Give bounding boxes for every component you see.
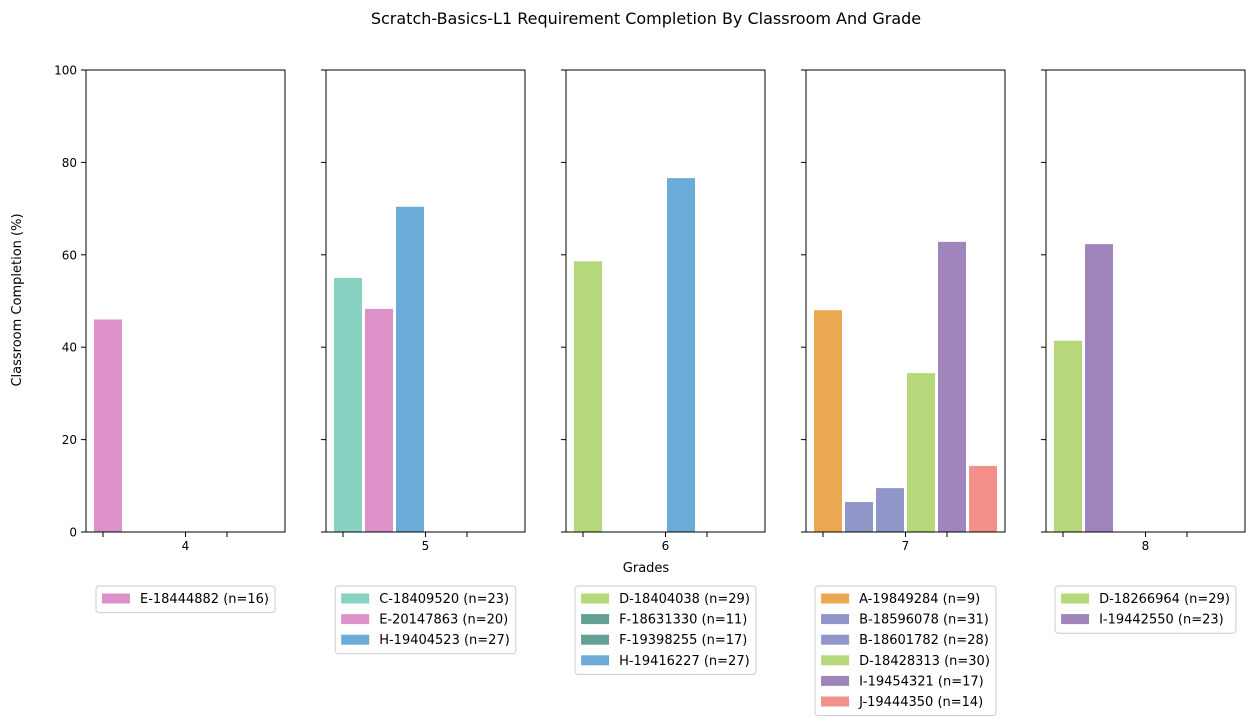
chart-title: Scratch-Basics-L1 Requirement Completion… xyxy=(371,9,921,28)
panel-grade-8: 8 D-18266964 (n=29) I-19442550 (n=23) xyxy=(1041,69,1246,634)
bar xyxy=(876,488,904,532)
legend-swatch xyxy=(581,655,610,666)
legend-swatch xyxy=(101,593,130,604)
legend-swatch xyxy=(581,593,610,604)
legend-swatch xyxy=(821,655,850,666)
bar xyxy=(365,308,393,532)
legend: A-19849284 (n=9) B-18596078 (n=31) B-18601… xyxy=(814,585,997,717)
y-tick-label: 60 xyxy=(62,248,77,262)
panels: 0 20 40 60 80 100 4 E-18444882 (n=16) 5 C-1840952… xyxy=(54,64,1246,717)
legend-frame xyxy=(95,585,276,614)
legend-swatch xyxy=(341,634,370,645)
legend-swatch xyxy=(821,696,850,707)
legend-swatch xyxy=(821,634,850,645)
bar xyxy=(969,465,997,532)
legend-swatch xyxy=(581,634,610,645)
x-tick-label: 7 xyxy=(902,539,910,553)
bar xyxy=(396,206,424,532)
legend-frame xyxy=(814,585,997,717)
legend-entry: I-19454321 (n=17) xyxy=(859,674,984,689)
bar xyxy=(574,261,602,532)
legend-entry: I-19442550 (n=23) xyxy=(1099,613,1224,628)
legend: C-18409520 (n=23) E-20147863 (n=20) H-1940… xyxy=(334,585,517,655)
legend-entry: F-19398255 (n=17) xyxy=(619,633,747,648)
x-tick-label: 4 xyxy=(182,539,190,553)
bar xyxy=(1085,244,1113,532)
legend-entry: F-18631330 (n=11) xyxy=(619,613,747,628)
y-tick-label: 40 xyxy=(62,341,77,355)
legend-frame xyxy=(1054,585,1237,634)
legend-swatch xyxy=(1061,614,1090,625)
legend-entry: E-20147863 (n=20) xyxy=(379,613,508,628)
legend-entry: D-18266964 (n=29) xyxy=(1099,592,1230,607)
y-axis-label: Classroom Completion (%) xyxy=(10,213,25,386)
legend-entry: E-18444882 (n=16) xyxy=(140,592,269,607)
panel-grade-6: 6 D-18404038 (n=29) F-18631330 (n=11) F-193… xyxy=(561,69,766,675)
y-tick-label: 20 xyxy=(62,433,77,447)
legend: D-18404038 (n=29) F-18631330 (n=11) F-1939… xyxy=(574,585,757,675)
bar xyxy=(1054,340,1082,532)
legend-entry: C-18409520 (n=23) xyxy=(379,592,509,607)
legend-swatch xyxy=(821,614,850,625)
legend-swatch xyxy=(821,593,850,604)
x-tick-label: 6 xyxy=(662,539,670,553)
legend-entry: D-18404038 (n=29) xyxy=(619,592,750,607)
legend-entry: H-19416227 (n=27) xyxy=(619,654,750,669)
legend-swatch xyxy=(341,614,370,625)
bar xyxy=(845,501,873,532)
legend-swatch xyxy=(1061,593,1090,604)
legend-frame xyxy=(334,585,517,655)
legend-frame xyxy=(574,585,757,675)
bar xyxy=(667,178,695,532)
bar xyxy=(907,373,935,532)
legend-swatch xyxy=(341,593,370,604)
legend-entry: B-18601782 (n=28) xyxy=(859,633,989,648)
y-tick-label: 100 xyxy=(54,64,77,78)
x-tick-label: 8 xyxy=(1142,539,1150,553)
bar xyxy=(938,241,966,532)
legend-entry: J-19444350 (n=14) xyxy=(858,695,983,710)
legend: E-18444882 (n=16) xyxy=(95,585,276,614)
legend: D-18266964 (n=29) I-19442550 (n=23) xyxy=(1054,585,1237,634)
legend-entry: A-19849284 (n=9) xyxy=(859,592,980,607)
legend-swatch xyxy=(821,675,850,686)
y-tick-label: 0 xyxy=(69,526,77,540)
bar xyxy=(814,310,842,532)
legend-swatch xyxy=(581,614,610,625)
legend-entry: D-18428313 (n=30) xyxy=(859,654,990,669)
x-tick-label: 5 xyxy=(422,539,430,553)
panel-grade-7: 7 A-19849284 (n=9) B-18596078 (n=31) B-1860… xyxy=(801,69,1006,717)
x-axis-label: Grades xyxy=(623,561,670,576)
bar xyxy=(334,277,362,532)
legend-entry: B-18596078 (n=31) xyxy=(859,613,989,628)
y-tick-label: 80 xyxy=(62,156,77,170)
panel-grade-4: 0 20 40 60 80 100 4 E-18444882 (n=16) xyxy=(54,64,286,614)
legend-entry: H-19404523 (n=27) xyxy=(379,633,510,648)
bar xyxy=(94,319,122,532)
panel-grade-5: 5 C-18409520 (n=23) E-20147863 (n=20) H-194… xyxy=(321,69,526,655)
